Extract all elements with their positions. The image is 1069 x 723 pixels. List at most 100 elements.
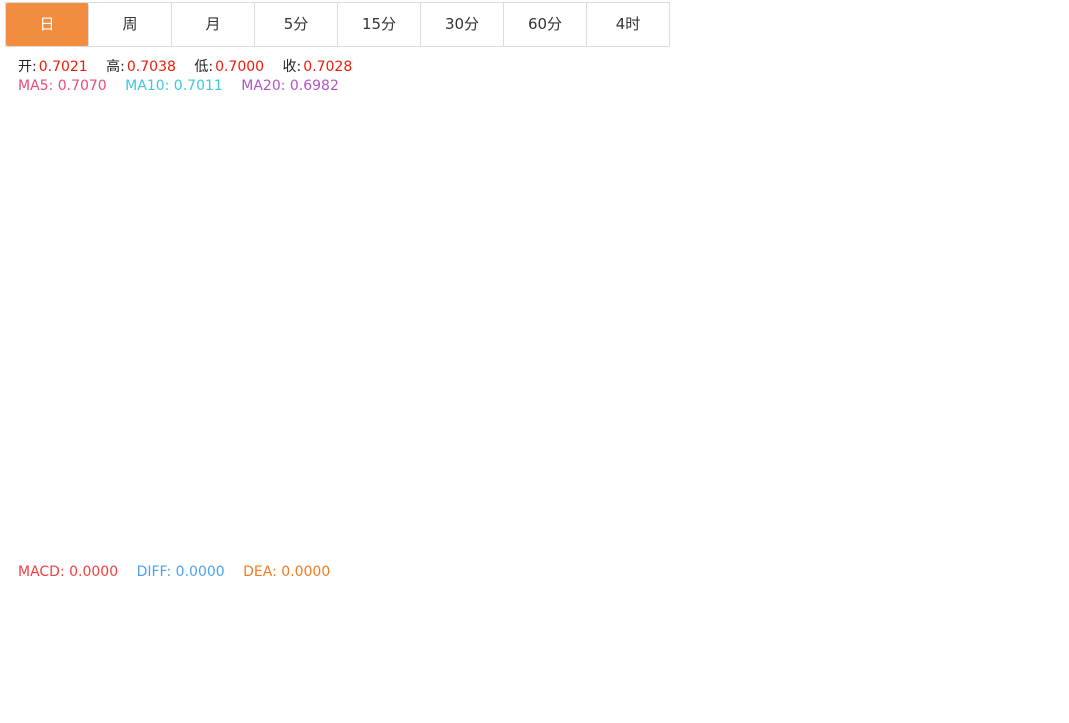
macd-bar — [881, 642, 892, 653]
macd-bar — [105, 643, 116, 653]
candle-body — [321, 277, 332, 358]
macd-bar — [852, 653, 863, 661]
candle — [780, 276, 791, 334]
candle — [694, 326, 705, 389]
candle — [709, 336, 720, 400]
candle — [838, 328, 849, 406]
macd-bar — [134, 629, 145, 653]
dea-value: DEA: 0.0000 — [243, 564, 331, 580]
candle-body — [263, 284, 274, 369]
candle — [392, 340, 403, 393]
candle-body — [924, 228, 935, 295]
ma10-value: MA10: 0.7011 — [125, 78, 223, 94]
macd-bar — [565, 653, 576, 680]
candle — [191, 140, 202, 174]
candle-body — [536, 418, 547, 431]
macd-tick-label: -0.0069 — [1008, 697, 1058, 712]
macd-bar — [306, 623, 317, 653]
candle-body — [191, 156, 202, 169]
candle-body — [507, 457, 518, 474]
candle — [206, 129, 217, 195]
candle — [119, 162, 130, 199]
macd-bar — [824, 653, 835, 671]
candle-body — [306, 277, 317, 308]
candle — [565, 472, 576, 523]
candle-body — [407, 353, 418, 369]
tab-1[interactable]: 周 — [89, 3, 172, 46]
macd-bar — [234, 629, 245, 653]
candle — [234, 165, 245, 243]
macd-bar — [119, 634, 130, 653]
candle-body — [105, 194, 116, 240]
candle-body — [292, 307, 303, 405]
macd-bar — [335, 626, 346, 653]
candle — [263, 277, 274, 375]
candle-body — [278, 368, 289, 405]
candle-body — [881, 252, 892, 343]
macd-bar — [766, 653, 777, 661]
candle — [723, 323, 734, 368]
candle-body — [119, 165, 130, 196]
candle-body — [436, 378, 447, 403]
candle — [895, 209, 906, 264]
candle — [5, 276, 15, 348]
macd-bar — [33, 653, 44, 681]
close-label: 收: — [282, 59, 302, 75]
ohlc-legend: 开: 0.7021 高: 0.7038 低: 0.7000 收: 0.7028 — [18, 56, 354, 76]
candle — [378, 363, 389, 407]
tab-3[interactable]: 5分 — [255, 3, 338, 46]
tab-5[interactable]: 30分 — [421, 3, 504, 46]
candle-body — [450, 382, 461, 403]
macd-bar — [48, 653, 59, 674]
macd-bar — [709, 653, 720, 659]
candle-body — [824, 334, 835, 352]
candle-body — [809, 348, 820, 371]
candle-body — [421, 368, 432, 381]
high-label: 高: — [106, 59, 125, 75]
candle — [321, 272, 332, 385]
macd-bar — [694, 653, 705, 661]
macd-bar — [622, 653, 633, 676]
tab-4[interactable]: 15分 — [338, 3, 421, 46]
candle-body — [594, 489, 605, 497]
macd-bar — [206, 607, 217, 653]
candle-body — [723, 344, 734, 358]
candle — [19, 257, 30, 346]
tab-2[interactable]: 月 — [172, 3, 255, 46]
macd-bar — [551, 653, 562, 678]
candle-body — [622, 448, 633, 470]
macd-legend: MACD: 0.0000 DIFF: 0.0000 DEA: 0.0000 — [18, 564, 332, 580]
candle — [637, 417, 648, 470]
diff-line — [9, 591, 944, 703]
candle-body — [493, 411, 504, 459]
candle-body — [637, 448, 648, 470]
ma10-line — [9, 171, 945, 469]
macd-bar — [19, 653, 30, 684]
candle-body — [852, 322, 863, 379]
ma5-value: MA5: 0.7070 — [18, 78, 107, 94]
candle-body — [680, 359, 691, 396]
candle-body — [780, 296, 791, 325]
period-tabs: 日周月 5分 15分 30分 60分 4时 — [5, 2, 670, 47]
macd-bar — [680, 653, 691, 661]
candle-body — [608, 463, 619, 497]
macd-bar — [436, 631, 447, 653]
macd-bar — [407, 624, 418, 653]
candle — [163, 112, 174, 207]
macd-bar — [163, 608, 174, 653]
tab-6[interactable]: 60分 — [504, 3, 587, 46]
candle — [177, 102, 188, 161]
candle-body — [939, 288, 950, 294]
candle — [824, 317, 835, 359]
macd-bar — [292, 624, 303, 653]
candle-body — [867, 325, 878, 341]
price-tick-label: 0.6776 — [1008, 467, 1054, 482]
candle — [436, 369, 447, 413]
close-value: 0.7028 — [303, 59, 353, 75]
tab-0[interactable]: 日 — [6, 3, 89, 46]
candle-body — [838, 333, 849, 378]
candle — [249, 209, 260, 283]
candle-body — [694, 359, 705, 367]
tab-7[interactable]: 4时 — [587, 3, 670, 46]
